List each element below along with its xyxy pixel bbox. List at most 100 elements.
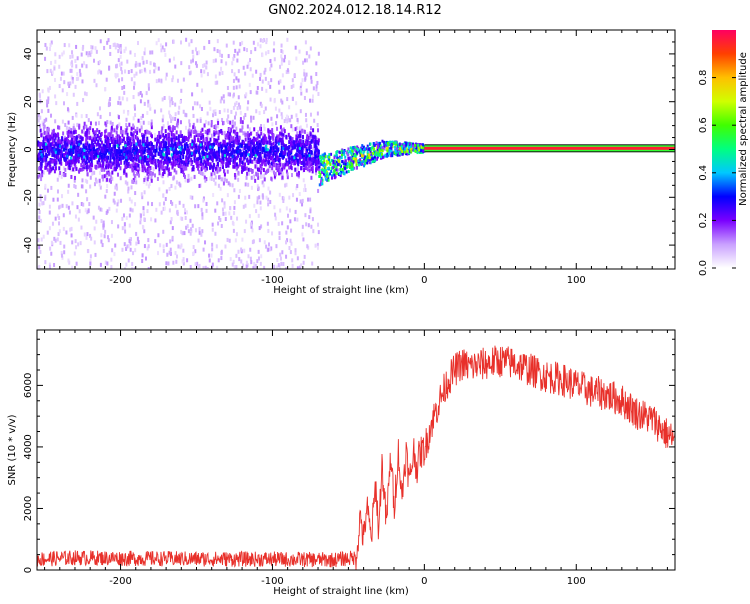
spectrum-cell xyxy=(340,156,343,160)
spectrum-cell xyxy=(279,64,282,69)
spectrum-cell xyxy=(125,172,128,177)
spectrum-cell xyxy=(121,133,124,138)
spectrum-cell xyxy=(39,128,42,133)
spectrum-cell xyxy=(222,211,225,216)
spectrum-cell xyxy=(259,38,262,43)
spectrum-cell xyxy=(76,122,79,127)
spectrum-cell xyxy=(127,136,130,141)
spectrum-cell xyxy=(106,148,109,153)
spectrum-cell xyxy=(154,161,157,166)
stable-line-core xyxy=(424,146,675,150)
spectrum-cell xyxy=(262,168,265,173)
spectrum-cell xyxy=(265,244,268,249)
spectrum-cell xyxy=(308,54,311,59)
spectrum-cell xyxy=(277,152,280,157)
spectrum-cell xyxy=(38,149,41,154)
spectrum-cell xyxy=(46,134,49,139)
spectrum-cell xyxy=(300,138,303,143)
spectrum-cell xyxy=(243,229,246,234)
spectrum-cell xyxy=(117,158,120,163)
spectrum-cell xyxy=(113,166,116,171)
y-tick-label: -40 xyxy=(23,237,34,253)
spectrum-cell xyxy=(172,125,175,130)
spectrum-cell xyxy=(344,159,347,163)
spectrum-cell xyxy=(206,158,209,163)
spectrum-cell xyxy=(298,156,301,161)
spectrum-cell xyxy=(154,65,157,70)
spectrum-cell xyxy=(62,213,65,218)
spectrum-cell xyxy=(180,146,183,150)
spectrum-cell xyxy=(174,251,177,256)
spectrum-cell xyxy=(89,148,92,153)
spectrum-cell xyxy=(301,202,304,207)
spectrum-cell xyxy=(47,108,50,113)
spectrum-cell xyxy=(296,131,299,136)
spectrum-cell xyxy=(235,100,238,105)
spectrum-cell xyxy=(303,69,306,74)
spectrum-cell xyxy=(53,144,56,149)
spectrum-cell xyxy=(170,153,173,157)
spectrum-cell xyxy=(290,124,293,129)
spectrum-cell xyxy=(223,169,226,174)
spectrum-cell xyxy=(269,136,272,141)
spectrum-cell xyxy=(188,119,191,124)
spectrum-cell xyxy=(197,238,200,243)
spectrum-cell xyxy=(258,134,261,139)
spectrum-cell xyxy=(303,58,306,63)
spectrum-cell xyxy=(132,171,135,176)
spectrum-cell xyxy=(377,143,380,147)
spectrum-cell xyxy=(270,142,273,147)
spectrum-cell xyxy=(273,57,276,62)
spectrum-cell xyxy=(157,233,160,238)
spectrum-cell xyxy=(83,130,86,135)
spectrum-cell xyxy=(38,156,41,161)
spectrum-cell xyxy=(133,173,136,178)
spectrum-cell xyxy=(334,162,337,166)
spectrum-cell xyxy=(250,175,253,180)
spectrum-cell xyxy=(124,229,127,234)
spectrum-cell xyxy=(276,114,279,119)
spectrum-cell xyxy=(191,92,194,97)
spectrum-cell xyxy=(198,152,201,157)
spectrum-cell xyxy=(101,148,104,153)
spectrum-cell xyxy=(68,159,71,164)
spectrum-cell xyxy=(259,101,262,106)
spectrum-cell xyxy=(351,165,354,169)
spectrum-cell xyxy=(46,99,49,104)
spectrum-cell xyxy=(147,103,150,108)
spectrum-cell xyxy=(177,150,180,155)
spectrum-cell xyxy=(98,69,101,74)
spectrum-cell xyxy=(163,148,166,152)
spectrum-cell xyxy=(298,138,301,143)
spectrum-cell xyxy=(126,147,129,152)
spectrum-cell xyxy=(89,45,92,50)
spectrum-cell xyxy=(273,205,276,210)
spectrum-cell xyxy=(165,150,168,155)
spectrum-cell xyxy=(89,151,92,156)
spectrum-cell xyxy=(63,43,66,48)
spectrum-cell xyxy=(87,118,90,123)
spectrum-cell xyxy=(262,133,265,138)
spectrum-cell xyxy=(123,242,126,247)
spectrum-cell xyxy=(196,261,199,266)
spectrum-cell xyxy=(294,140,297,145)
spectrum-cell xyxy=(178,140,181,145)
spectrum-cell xyxy=(262,158,265,163)
spectrum-cell xyxy=(178,160,181,165)
spectrum-cell xyxy=(271,148,274,153)
spectrum-cell xyxy=(249,137,252,142)
spectrum-cell xyxy=(258,110,261,115)
spectrum-cell xyxy=(235,76,238,81)
spectrum-cell xyxy=(193,149,196,154)
spectrum-cell xyxy=(288,150,291,155)
spectrum-cell xyxy=(300,91,303,96)
spectrum-cell xyxy=(305,58,308,63)
spectrum-cell xyxy=(320,162,323,166)
spectrum-cell xyxy=(131,164,134,169)
spectrum-cell xyxy=(208,151,211,156)
spectrum-cell xyxy=(143,51,146,56)
spectrum-cell xyxy=(50,134,53,139)
spectrum-cell xyxy=(114,45,117,50)
spectrum-cell xyxy=(187,129,190,134)
spectrum-cell xyxy=(162,124,165,129)
